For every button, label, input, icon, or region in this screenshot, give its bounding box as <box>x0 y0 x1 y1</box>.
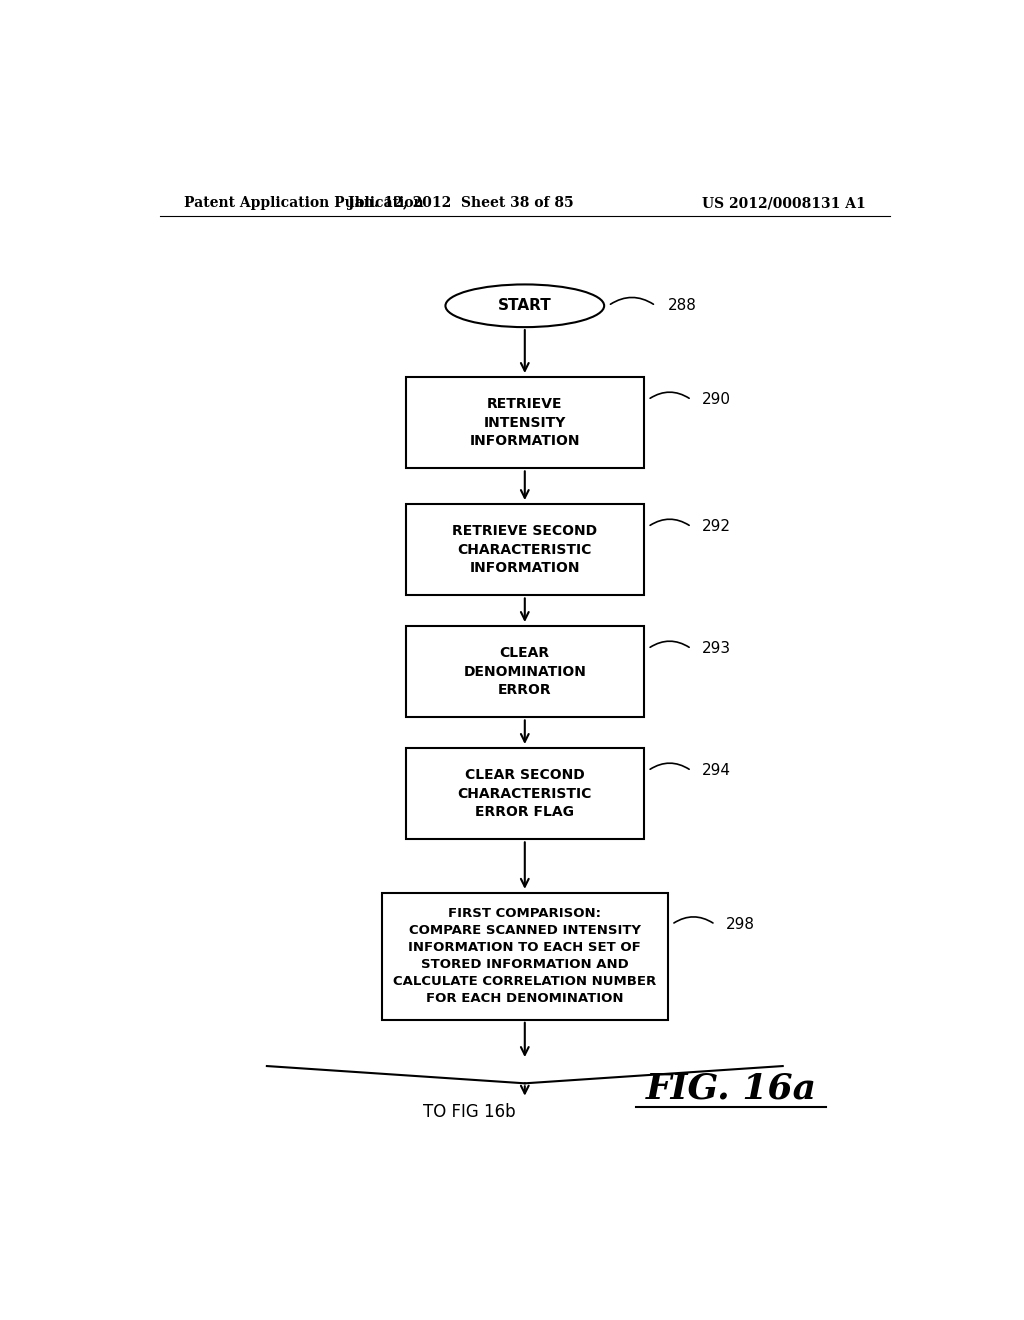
Text: US 2012/0008131 A1: US 2012/0008131 A1 <box>702 197 866 210</box>
Text: RETRIEVE SECOND
CHARACTERISTIC
INFORMATION: RETRIEVE SECOND CHARACTERISTIC INFORMATI… <box>453 524 597 576</box>
Text: 288: 288 <box>668 298 696 313</box>
Text: 298: 298 <box>726 917 755 932</box>
Text: FIRST COMPARISON:
COMPARE SCANNED INTENSITY
INFORMATION TO EACH SET OF
STORED IN: FIRST COMPARISON: COMPARE SCANNED INTENS… <box>393 907 656 1006</box>
Text: CLEAR SECOND
CHARACTERISTIC
ERROR FLAG: CLEAR SECOND CHARACTERISTIC ERROR FLAG <box>458 768 592 818</box>
Text: 290: 290 <box>701 392 731 408</box>
Text: Jan. 12, 2012  Sheet 38 of 85: Jan. 12, 2012 Sheet 38 of 85 <box>348 197 574 210</box>
Text: 294: 294 <box>701 763 731 779</box>
Text: 293: 293 <box>701 642 731 656</box>
Text: START: START <box>498 298 552 313</box>
Text: Patent Application Publication: Patent Application Publication <box>183 197 423 210</box>
Text: 292: 292 <box>701 519 731 535</box>
Text: CLEAR
DENOMINATION
ERROR: CLEAR DENOMINATION ERROR <box>464 647 586 697</box>
Text: RETRIEVE
INTENSITY
INFORMATION: RETRIEVE INTENSITY INFORMATION <box>470 397 580 447</box>
Text: FIG. 16a: FIG. 16a <box>646 1072 816 1105</box>
Text: TO FIG 16b: TO FIG 16b <box>423 1102 515 1121</box>
